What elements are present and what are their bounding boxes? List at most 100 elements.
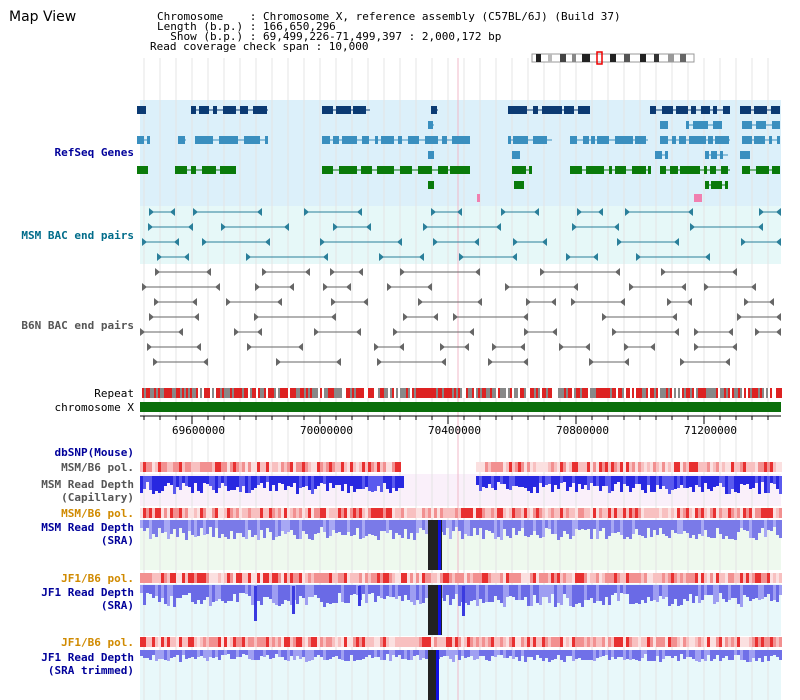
depth-bar [653, 520, 656, 530]
pol-cell [260, 637, 263, 647]
depth-bar [287, 520, 290, 532]
b6n-bac-end [602, 313, 607, 321]
repeat-block [478, 388, 480, 398]
depth-bar [578, 650, 581, 658]
pol-cell [548, 508, 551, 518]
depth-bar [512, 585, 515, 597]
depth-bar [584, 650, 587, 660]
depth-bar [746, 650, 749, 662]
pol-cell [404, 637, 407, 647]
pol-cell [623, 573, 626, 583]
pol-cell [497, 508, 500, 518]
depth-bar [401, 585, 404, 601]
depth-bar [518, 585, 521, 600]
depth-bar [161, 476, 164, 491]
depth-bar [554, 476, 557, 485]
pol-cell [218, 637, 221, 647]
depth-bar [194, 650, 197, 659]
track-label-msm-b6-pol-2[interactable]: MSM/B6 pol. [61, 507, 134, 520]
track-label-refseq[interactable]: RefSeq Genes [54, 146, 134, 159]
depth-bar [329, 476, 332, 483]
gene-exon [339, 166, 357, 174]
depth-bar [143, 650, 146, 658]
pol-cell [206, 637, 209, 647]
pol-cell [167, 637, 170, 647]
pol-cell [329, 462, 332, 472]
depth-bar [239, 520, 242, 533]
repeat-block [198, 388, 200, 398]
depth-bar [668, 520, 671, 538]
depth-bar [776, 650, 779, 657]
track-label-jf1-b6-pol-1[interactable]: JF1/B6 pol. [61, 572, 134, 585]
track-label-jf1-depth-sra[interactable]: JF1 Read Depth (SRA) [41, 586, 134, 612]
repeat-block [732, 388, 734, 398]
repeat-block [642, 388, 644, 398]
depth-bar [275, 520, 278, 537]
repeat-block [738, 388, 740, 398]
depth-bar [581, 520, 584, 529]
repeat-block [266, 388, 268, 398]
pol-cell [497, 462, 500, 472]
depth-bar [173, 520, 176, 529]
pol-cell [524, 462, 527, 472]
depth-bar [203, 476, 206, 483]
depth-bar [674, 585, 677, 599]
depth-bar [593, 520, 596, 529]
track-label-msm-depth-capillary[interactable]: MSM Read Depth (Capillary) [41, 478, 134, 504]
gene-exon [508, 106, 527, 114]
pol-cell [503, 508, 506, 518]
pol-cell [635, 462, 638, 472]
pol-cell [314, 508, 317, 518]
pol-cell [602, 637, 605, 647]
gene-exon [720, 151, 723, 159]
depth-bar [653, 585, 656, 600]
depth-bar [491, 650, 494, 656]
track-label-msm-b6-pol-1[interactable]: MSM/B6 pol. [61, 461, 134, 474]
pol-cell [167, 508, 170, 518]
depth-bar [455, 650, 458, 655]
depth-bar [602, 476, 605, 486]
pol-cell [512, 637, 515, 647]
pol-cell [575, 462, 578, 472]
depth-bar [743, 476, 746, 485]
track-label-jf1-b6-pol-2[interactable]: JF1/B6 pol. [61, 636, 134, 649]
pol-cell [188, 637, 191, 647]
depth-bar [149, 476, 152, 490]
pol-cell [644, 573, 647, 583]
track-label-msm-bac[interactable]: MSM BAC end pairs [21, 229, 134, 242]
depth-bar [755, 476, 758, 483]
repeat-block [350, 388, 352, 398]
pol-cell [773, 508, 776, 518]
depth-bar [578, 476, 581, 484]
depth-bar [353, 476, 356, 492]
track-label-jf1-depth-trimmed[interactable]: JF1 Read Depth (SRA trimmed) [41, 651, 134, 677]
depth-bar [563, 476, 566, 482]
pol-cell [509, 508, 512, 518]
depth-bar [395, 585, 398, 599]
depth-bar [236, 520, 239, 533]
pol-cell [176, 462, 179, 472]
track-label-b6n-bac[interactable]: B6N BAC end pairs [21, 319, 134, 332]
track-label-msm-depth-sra[interactable]: MSM Read Depth (SRA) [41, 521, 134, 547]
pol-cell [440, 637, 443, 647]
depth-bar [740, 520, 743, 528]
pol-cell [479, 637, 482, 647]
track-label-dbsnp[interactable]: dbSNP(Mouse) [54, 446, 134, 459]
depth-bar [569, 476, 572, 487]
b6n-bac-end [399, 343, 404, 351]
depth-bar [224, 476, 227, 486]
pol-cell [674, 573, 677, 583]
b6n-bac-end [257, 328, 262, 336]
depth-bar [200, 476, 203, 493]
depth-bar [740, 650, 743, 660]
depth-bar [665, 585, 668, 597]
pol-cell [296, 573, 299, 583]
repeat-block [378, 388, 380, 398]
msm-bac-end [759, 208, 764, 216]
pol-cell [485, 573, 488, 583]
pol-cell [665, 573, 668, 583]
depth-bar [305, 520, 308, 534]
depth-bar [359, 650, 362, 660]
